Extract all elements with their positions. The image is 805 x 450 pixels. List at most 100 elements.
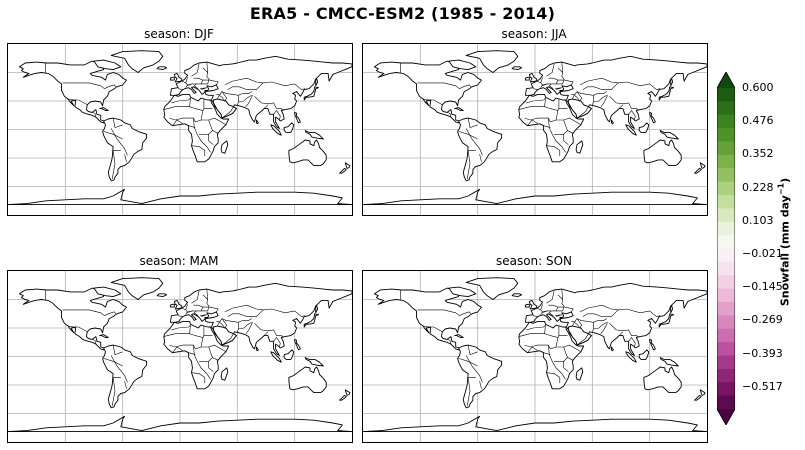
country-border	[466, 150, 476, 179]
coastline-sumatra	[625, 351, 637, 363]
country-border	[169, 337, 204, 350]
coastline-sakhalin	[670, 77, 674, 87]
country-border	[576, 333, 589, 346]
colorbar-segment	[717, 88, 735, 102]
coastline-south-america	[102, 344, 148, 409]
coastline-sumatra	[625, 124, 637, 136]
country-border	[213, 102, 216, 109]
country-border	[544, 325, 546, 334]
country-border	[556, 117, 582, 126]
country-border	[563, 130, 569, 145]
country-border	[221, 91, 228, 102]
coastline-sri-lanka	[610, 119, 614, 125]
country-border	[479, 154, 482, 162]
country-border	[201, 306, 210, 312]
country-border	[546, 372, 561, 384]
colorbar-segment	[717, 235, 735, 249]
country-border	[572, 94, 581, 102]
coastline-south-america	[457, 344, 503, 409]
world-map	[8, 271, 352, 442]
coastline-new-zealand-north	[699, 162, 706, 169]
country-border	[92, 339, 97, 345]
country-border	[171, 324, 191, 331]
country-border	[221, 318, 228, 329]
coastline-sri-lanka	[255, 119, 259, 125]
country-border	[600, 95, 608, 107]
colorbar-segment	[717, 355, 735, 370]
coastline-north-america	[19, 287, 127, 351]
colorbar-tick-label: −0.145	[742, 280, 783, 294]
colorbar-segment	[717, 275, 735, 290]
country-border	[193, 118, 211, 153]
coastline-madagascar	[575, 367, 584, 381]
coastline-cuba	[454, 334, 464, 338]
country-border	[540, 77, 543, 83]
country-border	[263, 308, 306, 317]
country-border	[112, 345, 123, 356]
coastline-africa	[518, 320, 585, 390]
country-border	[628, 336, 636, 348]
country-border	[533, 315, 538, 317]
country-border	[556, 344, 582, 353]
country-border	[540, 304, 543, 310]
country-border	[628, 109, 636, 121]
coastline-madagascar	[220, 140, 229, 154]
country-border	[62, 309, 117, 317]
coastline-new-guinea	[659, 130, 679, 140]
country-border	[188, 125, 196, 128]
country-border	[571, 91, 578, 95]
colorbar-segment	[717, 154, 735, 169]
country-border	[618, 104, 624, 109]
country-border	[579, 77, 619, 90]
coastline-africa	[163, 320, 230, 390]
coastline-australia	[643, 366, 682, 394]
coastline-cuba	[99, 107, 109, 111]
country-border	[254, 96, 284, 110]
coastline-great-britain	[173, 72, 183, 83]
country-border	[202, 294, 208, 300]
country-border	[465, 355, 483, 383]
panel-title-jja: season: JJA	[501, 27, 567, 41]
coastline-antarctica	[8, 188, 352, 206]
country-border	[224, 304, 264, 317]
coastline-ireland	[169, 303, 175, 308]
coastline-iceland	[511, 293, 523, 298]
country-border	[543, 352, 551, 355]
coastline-new-zealand-north	[699, 389, 706, 396]
country-border	[526, 324, 546, 331]
country-border	[208, 130, 214, 145]
coastline-new-zealand-south	[694, 167, 702, 174]
country-border	[563, 357, 569, 372]
country-border	[110, 355, 128, 383]
country-border	[111, 150, 121, 179]
world-map	[363, 44, 707, 215]
colorbar-segment	[717, 101, 735, 116]
coastline-iceland	[156, 66, 168, 71]
coastline-africa	[518, 93, 585, 163]
country-border	[110, 128, 128, 156]
coastline-japan	[658, 313, 675, 328]
coastline-sri-lanka	[610, 346, 614, 352]
coastline-baffin-island	[93, 286, 122, 298]
country-border	[458, 131, 478, 140]
country-border	[465, 128, 483, 156]
coastline-borneo	[283, 349, 295, 360]
country-border	[245, 95, 253, 107]
country-border	[216, 318, 223, 322]
coastline-africa	[163, 93, 230, 163]
country-border	[238, 322, 252, 330]
country-border	[526, 97, 546, 104]
coastline-south-america	[102, 117, 148, 182]
country-border	[417, 309, 472, 317]
country-border	[189, 325, 191, 334]
coastline-baffin-island	[448, 286, 477, 298]
coastline-eurasia	[524, 282, 707, 356]
country-border	[458, 358, 478, 367]
country-border	[273, 336, 281, 348]
country-border	[201, 79, 210, 85]
country-border	[68, 98, 88, 106]
country-border	[193, 83, 199, 89]
coastline-ireland	[524, 303, 530, 308]
colorbar-label-main: Snowfall (mm day	[778, 195, 792, 307]
country-border	[556, 306, 565, 312]
